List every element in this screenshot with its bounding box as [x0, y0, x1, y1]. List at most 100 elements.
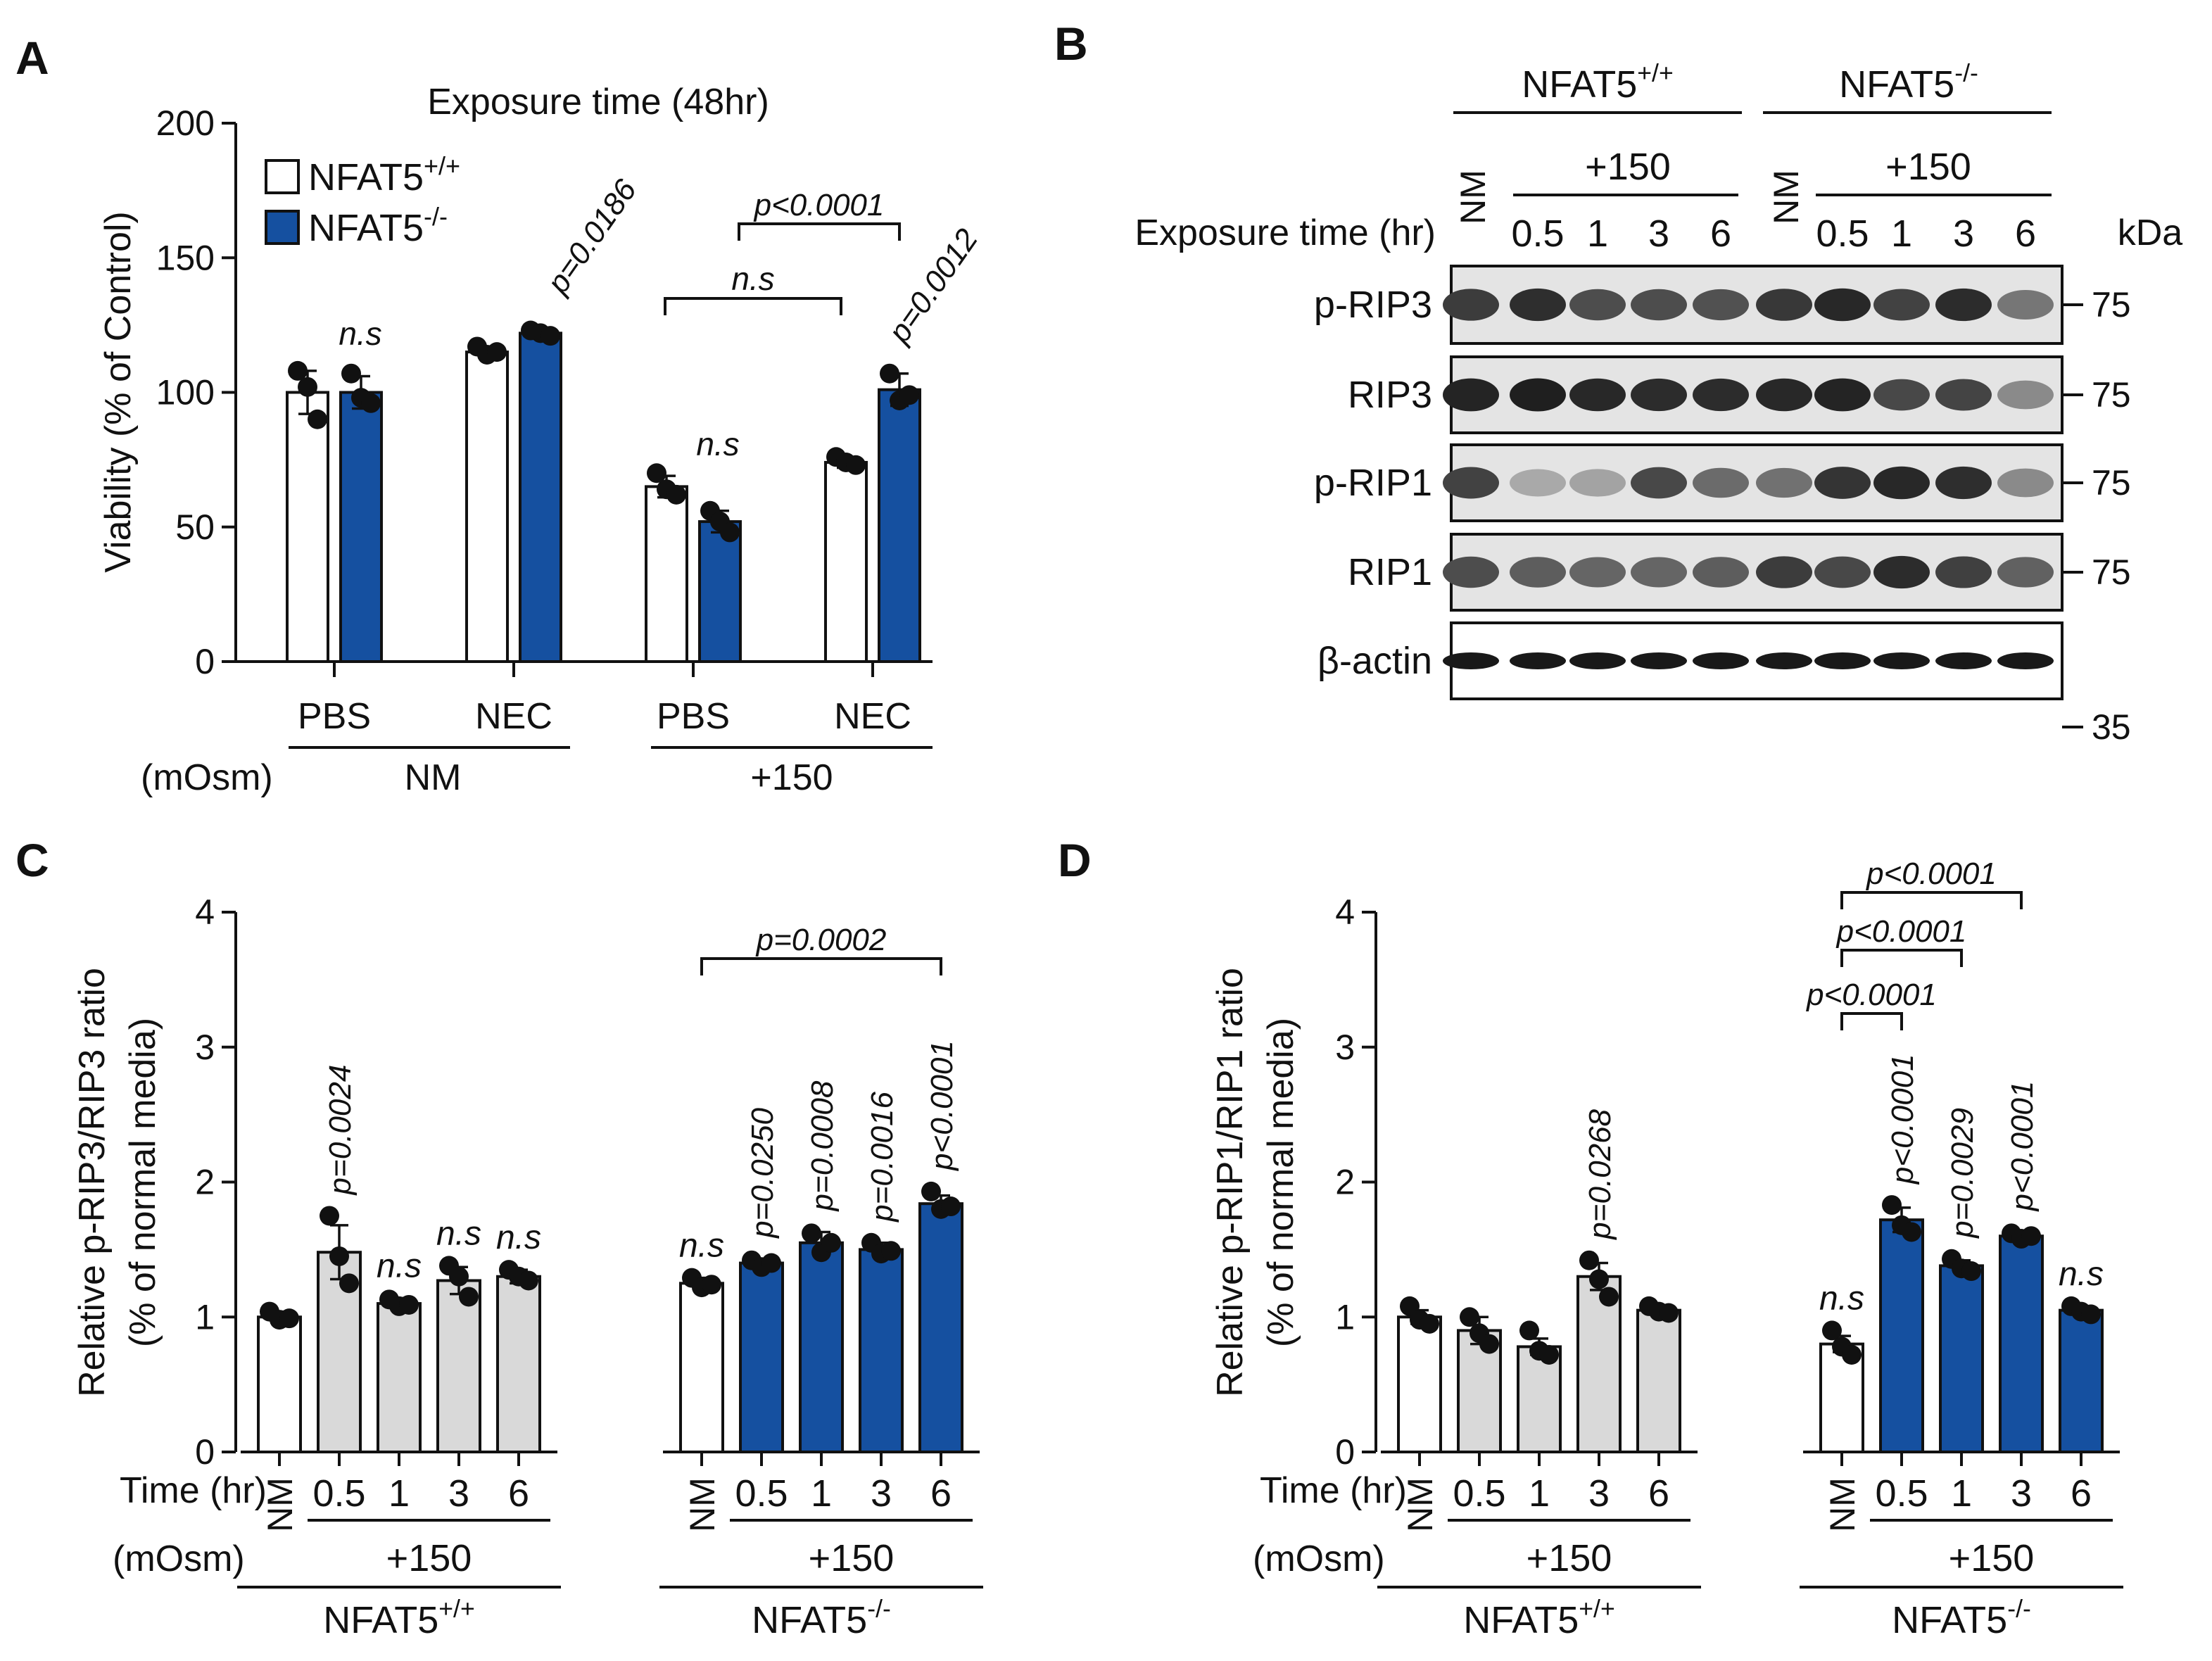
panel-d-g0-bar4-point [1659, 1303, 1679, 1323]
panel-d-time-label: 0.5 [1875, 1472, 1928, 1515]
panel-a-stat-p1: p=0.0186 [540, 173, 644, 301]
panel-b-band [1756, 556, 1812, 588]
panel-d-bracket-0-line [1840, 891, 2023, 909]
panel-d-bracket-1-label: p<0.0001 [1835, 914, 1967, 949]
panel-b-kda-value: 75 [2092, 552, 2131, 592]
panel-b-band [1569, 378, 1626, 412]
panel-b-western-blot: NFAT5+/+ NFAT5-/- NM NM +150 +150 Exposure tim… [1135, 58, 2182, 747]
panel-a-series1-cat1-point [541, 326, 560, 346]
panel-a-series0-cat1-point [487, 342, 507, 362]
panel-b-band [1814, 652, 1871, 669]
panel-b-time-label: 1 [1891, 213, 1912, 255]
panel-d-g0-bar2-point [1539, 1344, 1559, 1365]
panel-b-band [1756, 467, 1812, 498]
panel-c-g1-bar2-point [802, 1223, 821, 1244]
panel-c-g0-bar4-point [519, 1270, 538, 1291]
panel-c-y-axis-tick-label: 0 [195, 1432, 215, 1472]
panel-b-exposure-label: Exposure time (hr) [1135, 213, 1436, 253]
panel-b-band [1997, 468, 2054, 498]
panel-b-band [1443, 652, 1499, 669]
panel-d-g1-bar0-point [1822, 1320, 1842, 1341]
panel-b-band [1814, 556, 1871, 588]
panel-b-time-label: 3 [1953, 213, 1974, 255]
panel-c-p-label: p=0.0024 [323, 1065, 358, 1196]
panel-a-mosm-label: (mOsm) [141, 757, 273, 798]
panel-a-bracket-1-line [738, 222, 901, 241]
panel-c-g0-bar4-bar [496, 1275, 541, 1453]
panel-c-g0-bar3-bar [436, 1279, 481, 1454]
panel-d-time-label: 3 [2011, 1472, 2032, 1515]
panel-d-genotype-label: NFAT5-/- [1892, 1594, 2031, 1641]
panel-b-blot-name: RIP1 [1348, 551, 1432, 593]
panel-b-ko-header: NFAT5-/- [1839, 58, 1978, 106]
panel-a-y-axis-tick-label: 100 [156, 373, 215, 412]
panel-b-time-label: 6 [2015, 213, 2036, 255]
panel-d-g0-bar0-point [1420, 1313, 1439, 1334]
panel-b-band [1569, 652, 1626, 669]
panel-b-nm-label-ko: NM [1767, 170, 1806, 225]
panel-d-time-axis-label: Time (hr) [1260, 1470, 1407, 1511]
panel-a-series1-cat0-point [361, 393, 381, 413]
panel-a-150-label: +150 [750, 757, 833, 798]
panel-d-time-label: 0.5 [1453, 1472, 1505, 1515]
panel-a-series1-cat2-bar [698, 520, 742, 663]
panel-b-band [1756, 378, 1812, 412]
panel-c-g1-bar4-bar [918, 1202, 963, 1454]
panel-d-y-label: Relative p-RIP1/RIP1 ratio [1210, 968, 1251, 1397]
panel-c-time-axis-label: Time (hr) [120, 1470, 267, 1511]
panel-d-g1-bar1-bar [1879, 1218, 1924, 1453]
panel-d-mosm-label: (mOsm) [1253, 1539, 1385, 1579]
panel-d-genotype-label: NFAT5+/+ [1463, 1594, 1615, 1641]
panel-d-g0-bar3-point [1599, 1287, 1619, 1307]
panel-b-band [1510, 378, 1566, 412]
panel-c-p-label: p=0.0008 [805, 1080, 840, 1212]
panel-d-y-axis-tick-label: 2 [1335, 1163, 1355, 1202]
panel-d-bracket-0-label: p<0.0001 [1865, 857, 1997, 891]
panel-d-g1-bar4-point [2081, 1304, 2101, 1325]
panel-c-g0-bar1-point [320, 1206, 339, 1226]
panel-c-mosm-label: (mOsm) [113, 1539, 245, 1579]
panel-a-series0-cat0-point [288, 360, 308, 381]
panel-b-band [1873, 555, 1930, 589]
panel-d-y-axis-tick-label: 4 [1335, 892, 1355, 932]
panel-c-g1-bar0-bar [679, 1282, 724, 1453]
panel-b-band [1935, 288, 1992, 322]
panel-b-band [1693, 652, 1749, 669]
panel-a-series1-cat3-point [880, 363, 899, 384]
panel-d-ns-label: n.s [2059, 1256, 2104, 1293]
panel-d-time-label: 3 [1588, 1472, 1610, 1515]
panel-d-p-label: p=0.0029 [1945, 1108, 1980, 1239]
panel-b-blot-name: RIP3 [1348, 374, 1432, 416]
panel-c-time-label: 3 [871, 1472, 892, 1515]
panel-c-p-label: p=0.0250 [745, 1108, 780, 1239]
panel-b-band [1443, 378, 1499, 412]
panel-b-time-label: 6 [1710, 213, 1731, 255]
panel-b-band [1873, 289, 1930, 321]
panel-d-time-label: 1 [1951, 1472, 1972, 1515]
panel-d-g1-bar1-point [1902, 1222, 1921, 1242]
panel-a-series1-cat2-point [720, 522, 740, 543]
panel-b-band [1569, 469, 1626, 497]
panel-c-nm-label: NM [260, 1477, 300, 1532]
panel-c-ns-label: n.s [496, 1219, 541, 1256]
panel-c-g0-bar3-point [449, 1266, 469, 1287]
panel-a-series0-cat2-point [666, 484, 686, 505]
panel-c-g1-bar4-point [941, 1196, 961, 1217]
panel-a-stat-ns-2: n.s [696, 426, 739, 462]
panel-d-g1-bar1-point [1882, 1195, 1902, 1215]
panel-b-blot-name: p-RIP1 [1314, 462, 1432, 504]
panel-c-g0-bar1-point [329, 1246, 349, 1266]
panel-b-band [1935, 466, 1992, 500]
panel-b-band [1510, 288, 1566, 322]
panel-b-blot-name: p-RIP3 [1314, 284, 1432, 326]
panel-d-g1-bar3-bar [1999, 1234, 2044, 1453]
panel-a-bracket-2-line [664, 297, 842, 315]
panel-c-p-label: p=0.0016 [865, 1092, 899, 1223]
panel-c-g1-bar1-bar [739, 1261, 784, 1454]
panel-b-band [1873, 379, 1930, 411]
panel-d-bracket-1-line [1840, 949, 1963, 967]
panel-d-g0-bar2-point [1519, 1320, 1539, 1341]
panel-d-g1-bar4-bar [2059, 1308, 2104, 1453]
panel-c-p-label: p<0.0001 [925, 1040, 959, 1172]
